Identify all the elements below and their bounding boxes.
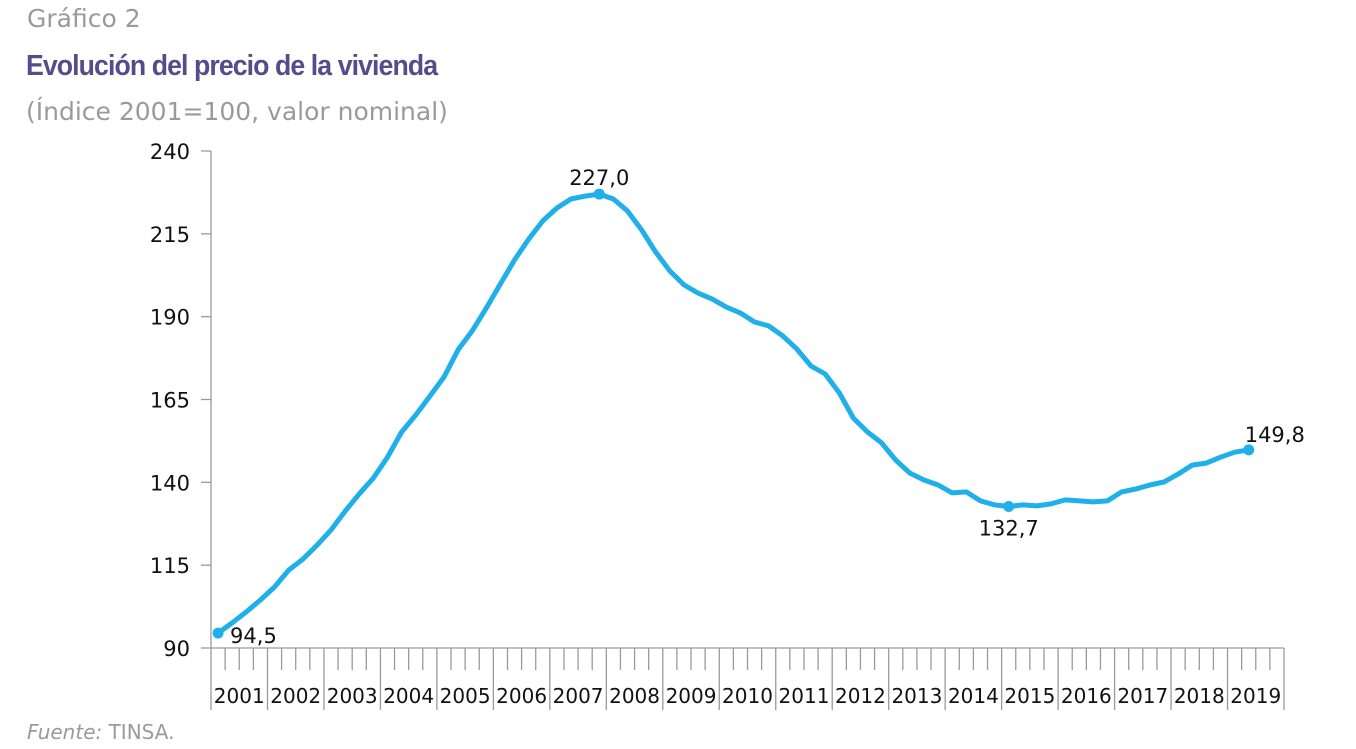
data-label: 149,8 [1245, 423, 1305, 447]
annotated-point-marker [1243, 444, 1255, 456]
x-tick-label: 2005 [440, 684, 491, 708]
y-tick-label: 140 [150, 471, 190, 495]
y-tick-label: 240 [150, 140, 190, 164]
x-tick-label: 2019 [1230, 684, 1281, 708]
y-tick-label: 90 [163, 637, 190, 661]
x-tick-label: 2014 [948, 684, 999, 708]
annotated-point-marker [212, 627, 224, 639]
x-tick-label: 2003 [327, 684, 378, 708]
x-tick-label: 2002 [270, 684, 321, 708]
x-tick-label: 2009 [666, 684, 717, 708]
x-tick-label: 2013 [891, 684, 942, 708]
source-label: Fuente: [27, 720, 103, 744]
x-tick-label: 2008 [609, 684, 660, 708]
x-tick-label: 2010 [722, 684, 773, 708]
data-label: 227,0 [569, 166, 629, 190]
series-line [215, 191, 1252, 636]
data-label: 94,5 [230, 624, 277, 648]
x-tick-label: 2016 [1061, 684, 1112, 708]
x-tick-label: 2006 [496, 684, 547, 708]
x-tick-label: 2001 [214, 684, 265, 708]
chart-kicker: Gráfico 2 [27, 4, 141, 33]
x-tick-label: 2012 [835, 684, 886, 708]
x-tick-label: 2018 [1174, 684, 1225, 708]
annotated-point-marker [1003, 501, 1015, 513]
x-tick-label: 2004 [383, 684, 434, 708]
y-tick-label: 165 [150, 389, 190, 413]
x-tick-label: 2015 [1004, 684, 1055, 708]
x-tick-label: 2007 [553, 684, 604, 708]
y-tick-label: 115 [150, 554, 190, 578]
annotated-point-marker [593, 188, 605, 200]
data-label: 132,7 [979, 517, 1039, 541]
y-tick-label: 215 [150, 223, 190, 247]
chart-subtitle: (Índice 2001=100, valor nominal) [26, 97, 448, 126]
chart-title: Evolución del precio de la vivienda [26, 50, 438, 82]
x-tick-label: 2011 [779, 684, 830, 708]
chart-source: Fuente: TINSA. [27, 720, 174, 744]
y-tick-label: 190 [150, 306, 190, 330]
x-tick-label: 2017 [1117, 684, 1168, 708]
source-value: TINSA. [108, 720, 175, 744]
